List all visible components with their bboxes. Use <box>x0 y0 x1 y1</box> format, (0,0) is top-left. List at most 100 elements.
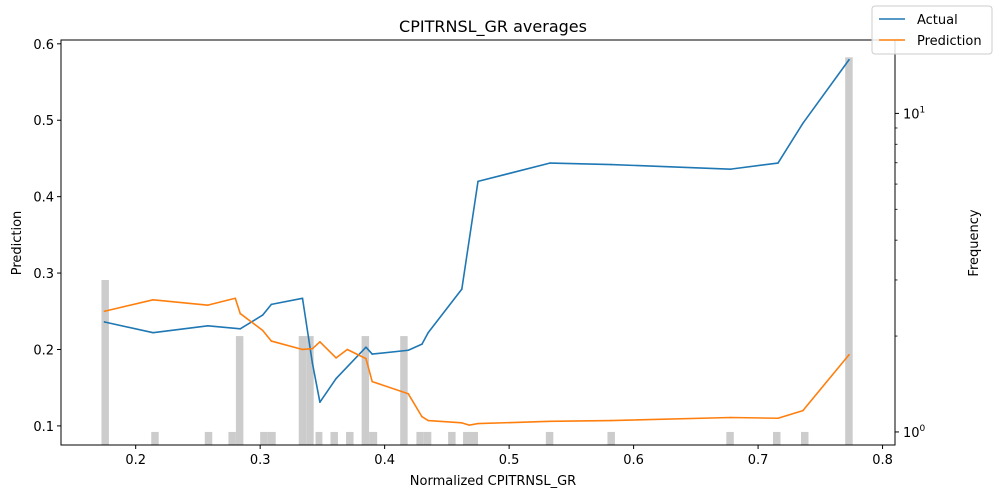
legend-label-actual: Actual <box>917 13 958 28</box>
data-point-actual <box>319 401 321 404</box>
data-point-prediction <box>729 416 732 419</box>
data-point-prediction <box>319 341 321 343</box>
data-point-prediction <box>335 357 337 359</box>
y-tick-label: 0.4 <box>33 191 54 206</box>
y-axis-ticks: 0.1 0.2 0.3 0.4 0.5 0.6 <box>33 38 61 435</box>
histogram-bar <box>773 431 781 445</box>
data-point-prediction <box>477 422 479 425</box>
x-tick-label: 0.8 <box>872 453 893 468</box>
y-tick-label: 0.1 <box>33 420 54 435</box>
data-point-actual <box>848 59 850 61</box>
y-tick-label: 0.3 <box>33 267 54 282</box>
data-point-prediction <box>346 348 349 351</box>
histogram-bar <box>204 431 213 445</box>
data-point-prediction <box>549 420 551 423</box>
y2-axis-title: Frequency <box>967 209 982 276</box>
histogram-bar <box>845 57 853 445</box>
data-point-actual <box>421 343 423 345</box>
y-axis-title: Prediction <box>10 211 25 276</box>
data-point-prediction <box>427 419 430 422</box>
data-point-actual <box>335 377 337 380</box>
histogram-bar <box>235 336 244 445</box>
legend-label-prediction: Prediction <box>917 34 982 49</box>
data-point-prediction <box>301 348 304 351</box>
data-point-actual <box>610 163 612 166</box>
histogram-bar <box>260 431 268 445</box>
data-point-actual <box>802 122 804 125</box>
data-point-actual <box>270 303 273 306</box>
data-point-prediction <box>777 417 779 420</box>
histogram-bar <box>463 431 471 445</box>
histogram-bar <box>416 431 424 445</box>
histogram-bar <box>801 431 809 445</box>
data-point-actual <box>301 297 304 300</box>
data-point-prediction <box>103 310 106 313</box>
histogram-bar <box>607 431 615 445</box>
histogram-bar <box>101 279 109 445</box>
x-tick-label: 0.6 <box>623 453 644 468</box>
data-point-actual <box>461 288 463 290</box>
data-point-actual <box>371 353 373 355</box>
data-point-prediction <box>407 393 410 395</box>
histogram-bar <box>423 431 432 445</box>
histogram-bar <box>361 336 370 445</box>
series-line-prediction <box>103 297 850 426</box>
data-point-prediction <box>365 357 367 360</box>
data-point-actual <box>729 168 732 170</box>
histogram-bar <box>306 336 314 445</box>
histogram-bar <box>400 336 408 445</box>
y2-tick-label: 101 <box>903 105 925 122</box>
data-point-prediction <box>468 424 471 426</box>
data-point-actual <box>103 321 106 323</box>
y-tick-label: 0.6 <box>33 38 54 53</box>
data-point-prediction <box>610 419 612 422</box>
x-tick-label: 0.4 <box>374 453 395 468</box>
data-point-prediction <box>802 409 804 412</box>
data-point-actual <box>152 331 154 334</box>
histogram-bar <box>298 336 307 445</box>
y2-tick-label: 100 <box>903 424 926 441</box>
histogram-bar <box>369 431 378 445</box>
histogram-bar <box>448 431 456 445</box>
data-point-prediction <box>461 422 463 424</box>
data-point-actual <box>207 324 209 327</box>
data-point-actual <box>549 162 551 164</box>
data-point-prediction <box>207 304 209 306</box>
data-point-actual <box>477 180 479 183</box>
data-point-prediction <box>421 415 423 418</box>
data-point-prediction <box>371 380 373 383</box>
series-lines <box>103 59 850 426</box>
histogram-bar <box>346 431 354 445</box>
x-tick-label: 0.7 <box>748 453 769 468</box>
histogram-bar <box>545 431 554 445</box>
x-tick-label: 0.3 <box>250 453 271 468</box>
histogram-bar <box>228 431 236 445</box>
histogram-bar <box>151 431 159 445</box>
legend-box <box>871 5 993 55</box>
histogram-bars <box>101 57 853 445</box>
data-point-prediction <box>234 297 237 300</box>
data-point-prediction <box>239 312 242 315</box>
x-axis-title: Normalized CPITRNSL_GR <box>410 474 576 489</box>
data-point-actual <box>427 331 430 334</box>
data-point-prediction <box>270 340 273 342</box>
data-point-prediction <box>152 299 154 301</box>
plot-frame <box>60 39 896 446</box>
data-point-prediction <box>848 354 850 356</box>
x-tick-label: 0.5 <box>499 453 520 468</box>
x-axis-ticks: 0.2 0.3 0.4 0.5 0.6 0.7 0.8 <box>125 445 893 468</box>
y2-axis-ticks: 100 101 <box>895 105 926 441</box>
data-point-prediction <box>311 347 314 350</box>
legend: Actual Prediction <box>871 5 993 55</box>
x-tick-label: 0.2 <box>125 453 146 468</box>
histogram-bar <box>726 431 734 445</box>
histogram-bar <box>330 431 338 445</box>
data-point-actual <box>365 346 367 348</box>
histogram-bar <box>315 431 323 445</box>
data-point-prediction <box>261 329 264 332</box>
histogram-bar <box>470 431 478 445</box>
data-point-actual <box>311 362 314 365</box>
data-point-actual <box>261 314 264 316</box>
data-point-actual <box>239 328 242 330</box>
